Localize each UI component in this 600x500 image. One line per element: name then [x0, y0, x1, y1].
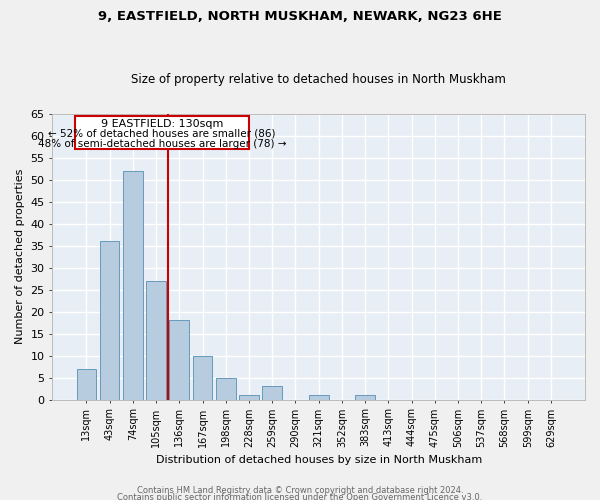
Text: ← 52% of detached houses are smaller (86): ← 52% of detached houses are smaller (86… — [48, 129, 275, 139]
Text: 9, EASTFIELD, NORTH MUSKHAM, NEWARK, NG23 6HE: 9, EASTFIELD, NORTH MUSKHAM, NEWARK, NG2… — [98, 10, 502, 23]
Text: 9 EASTFIELD: 130sqm: 9 EASTFIELD: 130sqm — [101, 120, 223, 130]
Bar — [309, 396, 329, 400]
Bar — [193, 356, 212, 400]
FancyBboxPatch shape — [75, 116, 249, 149]
Bar — [100, 241, 119, 400]
Text: Contains HM Land Registry data © Crown copyright and database right 2024.: Contains HM Land Registry data © Crown c… — [137, 486, 463, 495]
Text: 48% of semi-detached houses are larger (78) →: 48% of semi-detached houses are larger (… — [38, 138, 286, 148]
Bar — [169, 320, 189, 400]
Title: Size of property relative to detached houses in North Muskham: Size of property relative to detached ho… — [131, 73, 506, 86]
Bar — [77, 369, 96, 400]
Bar — [146, 281, 166, 400]
X-axis label: Distribution of detached houses by size in North Muskham: Distribution of detached houses by size … — [155, 455, 482, 465]
Bar — [123, 171, 143, 400]
Bar — [239, 396, 259, 400]
Y-axis label: Number of detached properties: Number of detached properties — [15, 169, 25, 344]
Bar — [216, 378, 236, 400]
Text: Contains public sector information licensed under the Open Government Licence v3: Contains public sector information licen… — [118, 494, 482, 500]
Bar — [355, 396, 375, 400]
Bar — [262, 386, 282, 400]
